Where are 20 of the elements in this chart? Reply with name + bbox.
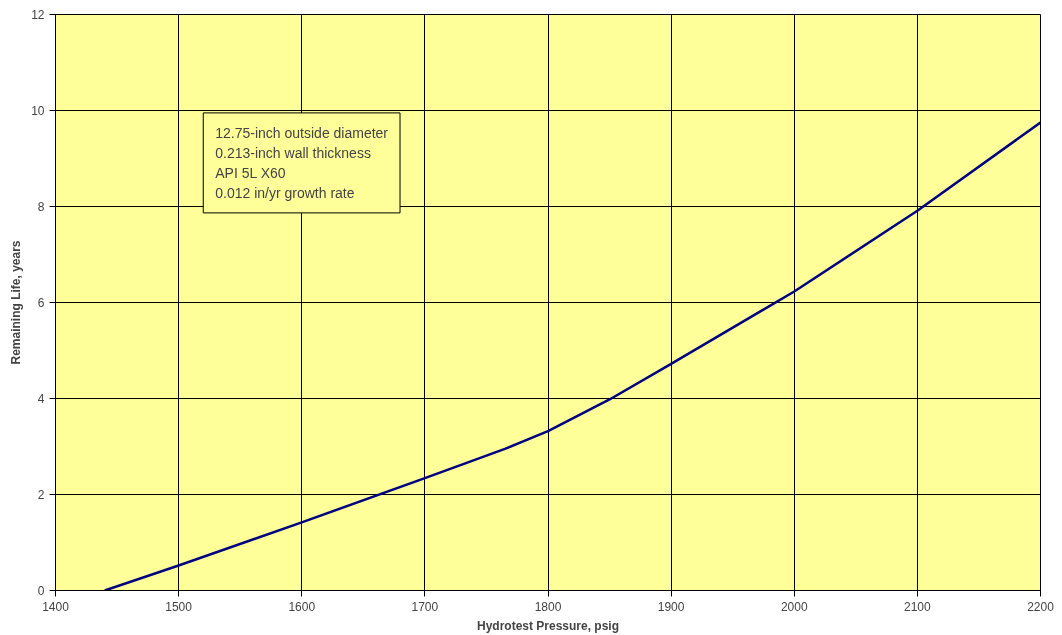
x-tick-label: 1600 (288, 599, 316, 614)
x-tick-label: 2100 (904, 599, 932, 614)
x-tick-label: 2200 (1027, 599, 1055, 614)
y-tick-label: 8 (37, 200, 45, 214)
y-tick-label: 0 (37, 584, 45, 598)
x-axis-title: Hydrotest Pressure, psig (476, 618, 620, 633)
line-series (103, 121, 1041, 591)
y-tick-label: 6 (37, 296, 45, 310)
y-tick-label: 10 (31, 104, 45, 118)
x-tick-label: 1800 (534, 599, 562, 614)
y-tick-label: 4 (37, 392, 45, 406)
annotation: 12.75-inch outside diameter 0.213-inch wall thickness API 5L X60 0.012 in/yr growth rate (215, 124, 389, 201)
x-tick-label: 1400 (42, 599, 70, 614)
x-tick-label: 1500 (165, 599, 193, 614)
y-tick-label: 2 (37, 488, 45, 502)
y-tick-label: 12 (31, 8, 45, 22)
x-tick-label: 1900 (657, 599, 685, 614)
y-axis-title: Remaining Life, years (9, 240, 24, 365)
x-tick-label: 1700 (411, 599, 439, 614)
x-tick-label: 2000 (780, 599, 808, 614)
